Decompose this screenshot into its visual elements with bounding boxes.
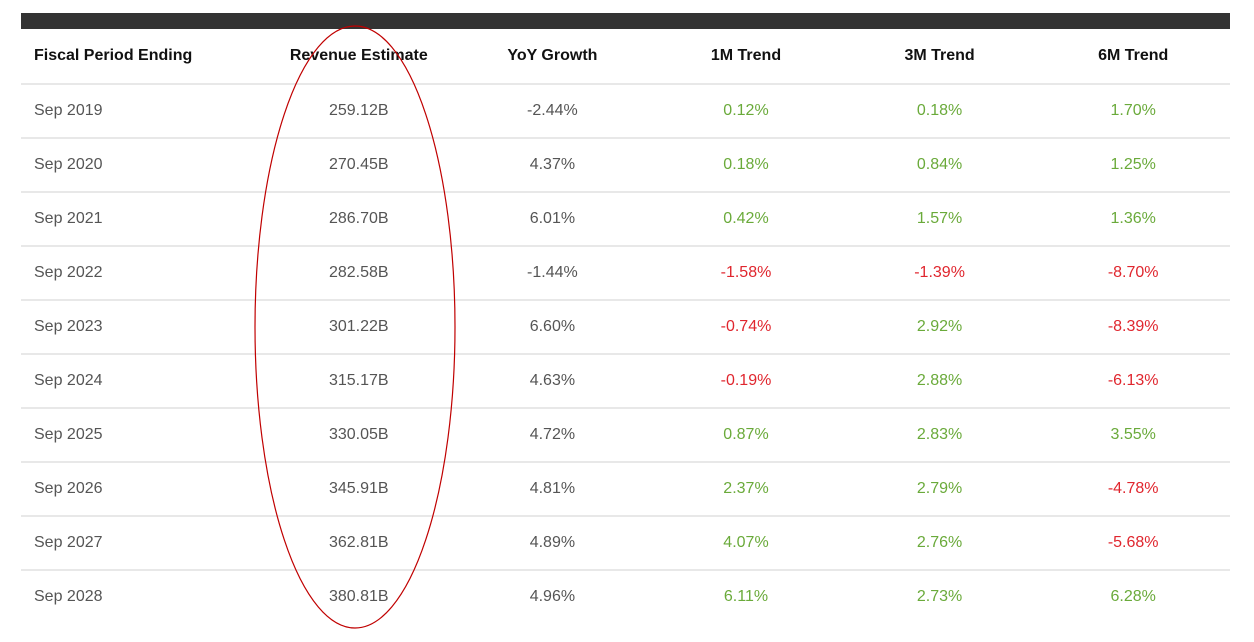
cell-fiscal-period: Sep 2023 [21,300,262,355]
table-row: Sep 2023 301.22B 6.60% -0.74% 2.92% -8.39% [21,300,1230,355]
cell-trend-3m: 2.73% [916,588,963,605]
cell-yoy-growth: -2.44% [455,84,650,139]
table-header-row: Fiscal Period Ending Revenue Estimate YoY … [21,29,1230,85]
table-row: Sep 2024 315.17B 4.63% -0.19% 2.88% -6.13% [21,354,1230,409]
header-revenue-estimate: Revenue Estimate [262,29,456,85]
cell-trend-6m: -6.13% [1036,354,1230,409]
cell-trend-1m: 6.11% [723,588,769,605]
cell-revenue-estimate: 330.05B [262,408,456,463]
cell-trend-1m: -0.74% [649,300,843,355]
cell-fiscal-period: Sep 2026 [21,462,262,517]
header-yoy-growth: YoY Growth [455,29,650,85]
cell-trend-3m: 2.88% [842,354,1037,409]
cell-trend-1m: -0.19% [649,354,843,409]
cell-trend-1m: 0.87% [649,408,843,463]
cell-revenue-estimate: 301.22B [262,300,456,355]
header-trend-1m: 1M Trend [649,29,843,85]
cell-trend-1m: 4.07% [649,516,843,571]
cell-revenue-estimate: 270.45B [262,138,456,193]
cell-trend-3m: 1.57% [842,192,1037,247]
cell-revenue-estimate: 286.70B [262,192,456,247]
cell-yoy-growth: 4.89% [455,516,650,571]
cell-trend-6m: -4.78% [1036,462,1230,517]
cell-revenue-estimate: 282.58B [262,246,456,301]
cell-trend-3m: 2.92% [842,300,1037,355]
cell-trend-1m: -1.58% [649,246,843,301]
cell-fiscal-period: Sep 2019 [21,84,262,139]
header-trend-3m: 3M Trend [842,29,1037,85]
table-row: Sep 2025 330.05B 4.72% 0.87% 2.83% 3.55% [21,408,1230,463]
cell-yoy-growth: 4.96% [529,588,576,605]
cell-yoy-growth: -1.44% [455,246,650,301]
cell-trend-6m: -8.70% [1036,246,1230,301]
cell-fiscal-period: Sep 2028 [34,588,103,605]
header-fiscal-period: Fiscal Period Ending [21,29,262,85]
cell-yoy-growth: 4.72% [455,408,650,463]
cell-trend-6m: 3.55% [1036,408,1230,463]
cell-fiscal-period: Sep 2021 [21,192,262,247]
cell-trend-6m: -8.39% [1036,300,1230,355]
cell-trend-3m: -1.39% [842,246,1037,301]
cell-revenue-estimate: 362.81B [262,516,456,571]
cell-trend-6m: 6.28% [1110,588,1156,605]
cell-trend-3m: 2.76% [842,516,1037,571]
cell-trend-1m: 0.42% [649,192,843,247]
cell-trend-6m: 1.70% [1036,84,1230,139]
cell-trend-3m: 2.79% [842,462,1037,517]
header-trend-6m: 6M Trend [1036,29,1230,85]
table-row: Sep 2028 380.81B 4.96% 6.11% 2.73% 6.28% [21,570,1230,623]
cell-fiscal-period: Sep 2020 [21,138,262,193]
cell-trend-1m: 0.12% [649,84,843,139]
cell-yoy-growth: 4.81% [455,462,650,517]
cell-yoy-growth: 4.63% [455,354,650,409]
cell-trend-1m: 0.18% [649,138,843,193]
cell-yoy-growth: 4.37% [455,138,650,193]
cell-trend-6m: 1.36% [1036,192,1230,247]
cell-trend-3m: 2.83% [842,408,1037,463]
cell-revenue-estimate: 315.17B [262,354,456,409]
table-row: Sep 2020 270.45B 4.37% 0.18% 0.84% 1.25% [21,138,1230,193]
table-row: Sep 2019 259.12B -2.44% 0.12% 0.18% 1.70% [21,84,1230,139]
table-top-bar [21,13,1230,29]
cell-trend-3m: 0.84% [842,138,1037,193]
cell-revenue-estimate: 345.91B [262,462,456,517]
table-row: Sep 2026 345.91B 4.81% 2.37% 2.79% -4.78% [21,462,1230,517]
revenue-estimates-table: Fiscal Period Ending Revenue Estimate YoY … [21,29,1230,623]
cell-fiscal-period: Sep 2027 [21,516,262,571]
cell-yoy-growth: 6.60% [455,300,650,355]
cell-fiscal-period: Sep 2024 [21,354,262,409]
table-row: Sep 2022 282.58B -1.44% -1.58% -1.39% -8.70% [21,246,1230,301]
table-row: Sep 2027 362.81B 4.89% 4.07% 2.76% -5.68% [21,516,1230,571]
cell-trend-3m: 0.18% [842,84,1037,139]
cell-trend-6m: 1.25% [1036,138,1230,193]
cell-revenue-estimate: 380.81B [328,588,389,605]
table-row: Sep 2021 286.70B 6.01% 0.42% 1.57% 1.36% [21,192,1230,247]
cell-revenue-estimate: 259.12B [262,84,456,139]
cell-trend-1m: 2.37% [649,462,843,517]
cell-trend-6m: -5.68% [1036,516,1230,571]
cell-fiscal-period: Sep 2025 [21,408,262,463]
cell-fiscal-period: Sep 2022 [21,246,262,301]
cell-yoy-growth: 6.01% [455,192,650,247]
